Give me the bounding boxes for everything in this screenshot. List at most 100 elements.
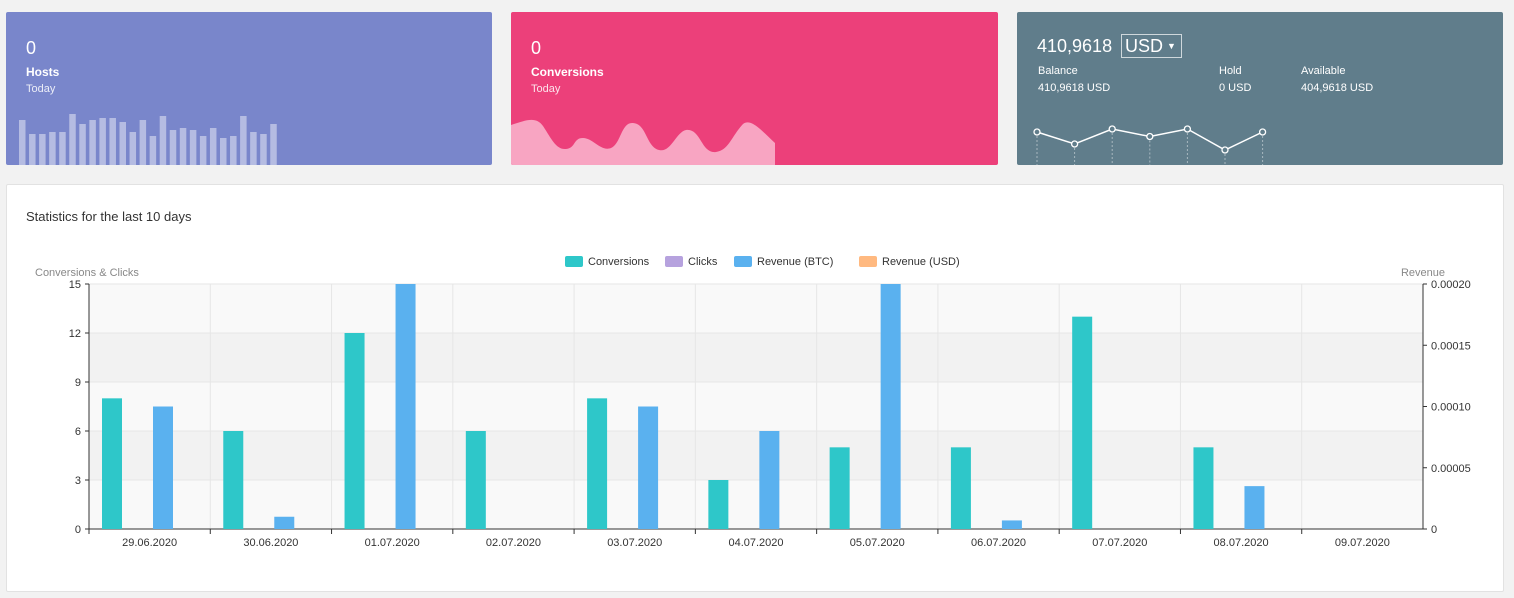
hosts-spark-bar xyxy=(39,134,46,165)
hosts-spark-bar xyxy=(179,128,187,165)
x-tick-label: 07.07.2020 xyxy=(1092,537,1147,549)
bar xyxy=(223,431,244,529)
x-tick-label: 01.07.2020 xyxy=(365,537,420,549)
hosts-spark-bar xyxy=(119,122,126,165)
x-tick-label: 09.07.2020 xyxy=(1335,537,1390,549)
hosts-spark-bar xyxy=(199,136,207,165)
hosts-spark-bar xyxy=(169,130,177,165)
y2-tick-label: 0.00015 xyxy=(1431,340,1471,352)
y-tick-label: 0 xyxy=(75,524,81,536)
balance-value: 410,9618 USD xyxy=(1038,82,1111,94)
chart-band xyxy=(89,431,1423,480)
statistics-panel: Statistics for the last 10 days 0 3 6 9 12 15… xyxy=(6,184,1504,592)
hosts-spark-bar xyxy=(209,128,217,165)
trend-point xyxy=(1146,132,1154,141)
conversions-area-sparkline xyxy=(511,119,775,165)
y2-tick-label: 0.00005 xyxy=(1431,463,1471,475)
hosts-spark-bar xyxy=(29,134,36,165)
bar xyxy=(1193,447,1214,529)
trend-point xyxy=(1258,128,1267,136)
hosts-spark-bar xyxy=(19,120,26,165)
bar xyxy=(1244,486,1265,529)
balance-label: Balance xyxy=(1038,65,1078,77)
hosts-spark-bar xyxy=(159,116,167,165)
chevron-down-icon: ▼ xyxy=(1167,41,1176,51)
legend-swatch xyxy=(665,256,683,267)
hosts-spark-bar xyxy=(220,138,227,165)
legend-swatch xyxy=(859,256,877,267)
available-value: 404,9618 USD xyxy=(1301,82,1374,94)
legend-swatch xyxy=(734,256,752,267)
hosts-spark-bar xyxy=(250,132,257,165)
hosts-spark-bar xyxy=(270,124,277,165)
hosts-label: Hosts xyxy=(26,65,60,79)
hosts-spark-bar xyxy=(109,118,116,165)
legend-swatch xyxy=(565,256,583,267)
available-label: Available xyxy=(1301,65,1346,77)
balance-amount: 410,9618 xyxy=(1037,36,1113,56)
y-tick-label: 6 xyxy=(75,426,81,438)
statistics-chart: 0 3 6 9 12 15 0 0.00005 0.00010 0.00015 0.00020 29.… xyxy=(35,256,1471,549)
hosts-sparkline xyxy=(19,114,277,165)
x-tick-label: 04.07.2020 xyxy=(728,537,783,549)
bar xyxy=(950,447,971,529)
hosts-spark-bar xyxy=(260,134,267,165)
y-tick-label: 3 xyxy=(75,475,81,487)
legend-item-label: Revenue (BTC) xyxy=(757,256,833,268)
y-axis-title: Conversions & Clicks xyxy=(35,267,139,279)
hosts-spark-bar xyxy=(240,116,247,165)
hosts-spark-bar xyxy=(189,130,197,165)
bar xyxy=(153,406,173,529)
hosts-spark-bar xyxy=(149,136,157,165)
bar xyxy=(395,284,416,529)
hosts-spark-bar xyxy=(99,118,106,165)
bar xyxy=(1072,316,1093,529)
x-tick-label: 29.06.2020 xyxy=(122,537,177,549)
x-tick-label: 08.07.2020 xyxy=(1214,537,1269,549)
conversions-value: 0 xyxy=(531,38,542,58)
bar xyxy=(638,406,659,529)
conversions-period: Today xyxy=(531,83,561,95)
conversions-card: 0 Conversions Today xyxy=(511,12,998,165)
y2-tick-label: 0.00010 xyxy=(1431,402,1471,414)
hosts-spark-bar xyxy=(129,132,137,165)
y-tick-label: 9 xyxy=(75,377,81,389)
chart-band xyxy=(89,382,1423,431)
x-tick-label: 30.06.2020 xyxy=(243,537,298,549)
bar xyxy=(274,516,295,529)
chart-band xyxy=(89,333,1423,382)
hosts-spark-bar xyxy=(89,120,96,165)
bar xyxy=(344,333,365,529)
balance-card: 410,9618 USD ▼ Balance 410,9618 USD Hold… xyxy=(1017,12,1503,165)
hosts-spark-bar xyxy=(79,124,86,165)
panel-title: Statistics for the last 10 days xyxy=(26,209,192,224)
trend-point xyxy=(1221,146,1229,154)
chart-band xyxy=(89,284,1423,333)
bar xyxy=(1001,520,1022,529)
bar xyxy=(759,431,780,529)
legend-item-label: Revenue (USD) xyxy=(882,256,960,268)
trend-point xyxy=(1183,125,1192,133)
hosts-spark-bar xyxy=(59,132,66,165)
y-tick-label: 15 xyxy=(69,279,81,291)
x-tick-label: 06.07.2020 xyxy=(971,537,1026,549)
trend-point xyxy=(1070,140,1079,148)
legend-item-label: Clicks xyxy=(688,256,718,268)
hosts-spark-bar xyxy=(230,136,237,165)
bar xyxy=(465,431,486,529)
balance-trend-sparkline xyxy=(1033,125,1267,165)
bar xyxy=(829,447,850,529)
trend-point xyxy=(1033,128,1041,136)
hosts-spark-bar xyxy=(49,132,56,165)
hold-value: 0 USD xyxy=(1219,82,1252,94)
bar xyxy=(587,398,608,529)
y2-axis-title: Revenue xyxy=(1401,267,1445,279)
x-tick-label: 03.07.2020 xyxy=(607,537,662,549)
currency-select[interactable]: USD ▼ xyxy=(1121,34,1182,58)
hosts-value: 0 xyxy=(26,38,37,58)
bar xyxy=(708,480,729,529)
x-tick-label: 02.07.2020 xyxy=(486,537,541,549)
hosts-card: 0 Hosts Today xyxy=(6,12,492,165)
hosts-spark-bar xyxy=(139,120,147,165)
trend-point xyxy=(1108,125,1116,133)
